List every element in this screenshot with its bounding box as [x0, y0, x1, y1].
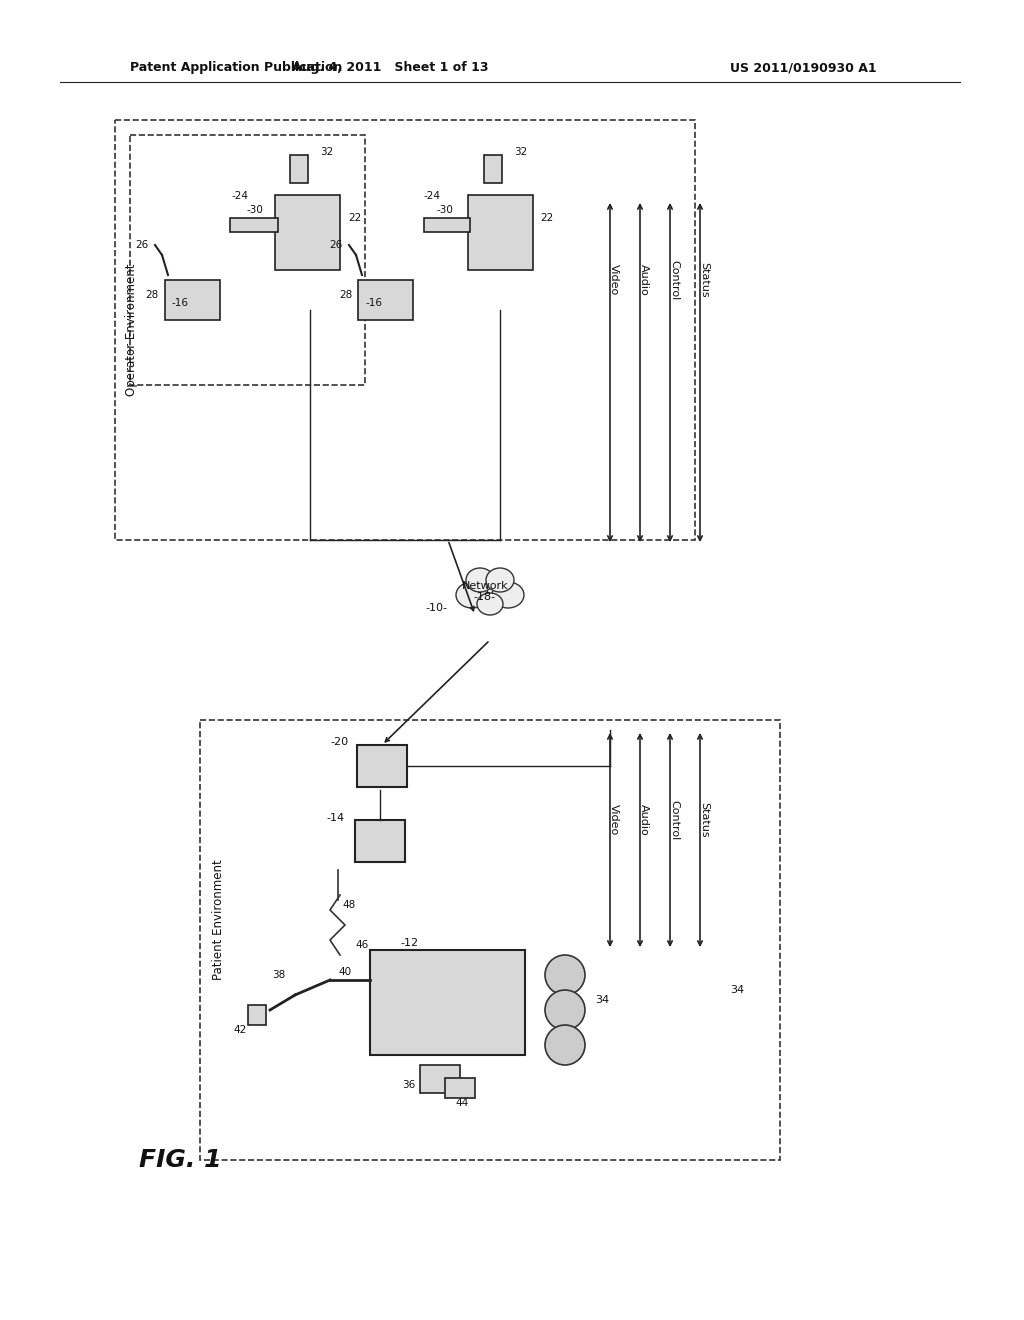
Ellipse shape	[492, 582, 524, 609]
Text: US 2011/0190930 A1: US 2011/0190930 A1	[730, 62, 877, 74]
Circle shape	[545, 954, 585, 995]
Text: Control: Control	[669, 800, 679, 840]
Text: -24: -24	[424, 191, 440, 201]
Ellipse shape	[466, 568, 494, 591]
Text: 34: 34	[595, 995, 609, 1005]
Text: 44: 44	[456, 1098, 469, 1107]
Text: 46: 46	[355, 940, 369, 950]
Text: Operator Environment: Operator Environment	[126, 264, 138, 396]
FancyBboxPatch shape	[357, 744, 407, 787]
FancyBboxPatch shape	[424, 218, 470, 232]
Circle shape	[545, 1026, 585, 1065]
Text: 42: 42	[233, 1026, 247, 1035]
Text: 48: 48	[342, 900, 355, 909]
Text: 38: 38	[271, 970, 285, 979]
Ellipse shape	[468, 574, 512, 606]
Text: 34: 34	[730, 985, 744, 995]
Ellipse shape	[486, 568, 514, 591]
Text: 22: 22	[540, 213, 553, 223]
Text: 26: 26	[329, 240, 342, 249]
FancyBboxPatch shape	[420, 1065, 460, 1093]
FancyBboxPatch shape	[370, 950, 525, 1055]
Text: -20: -20	[331, 737, 349, 747]
FancyBboxPatch shape	[355, 820, 406, 862]
Text: Aug. 4, 2011   Sheet 1 of 13: Aug. 4, 2011 Sheet 1 of 13	[292, 62, 488, 74]
Circle shape	[545, 990, 585, 1030]
FancyBboxPatch shape	[358, 280, 413, 319]
Text: -16: -16	[365, 298, 382, 308]
Text: Audio: Audio	[639, 264, 649, 296]
Text: Patient Environment: Patient Environment	[212, 859, 224, 981]
Text: Network: Network	[462, 581, 508, 591]
Text: -12: -12	[400, 939, 418, 948]
FancyBboxPatch shape	[230, 218, 278, 232]
FancyBboxPatch shape	[290, 154, 308, 183]
FancyBboxPatch shape	[468, 195, 534, 271]
Text: Patent Application Publication: Patent Application Publication	[130, 62, 342, 74]
Text: -10-: -10-	[425, 603, 447, 612]
Text: -30: -30	[436, 205, 454, 215]
Text: 32: 32	[319, 147, 333, 157]
Text: Status: Status	[699, 263, 709, 298]
Text: Status: Status	[699, 803, 709, 838]
Text: Video: Video	[609, 264, 618, 296]
Text: Audio: Audio	[639, 804, 649, 836]
FancyBboxPatch shape	[484, 154, 502, 183]
Text: FIG. 1: FIG. 1	[138, 1148, 221, 1172]
Text: -18-: -18-	[474, 591, 496, 602]
Text: Video: Video	[609, 804, 618, 836]
Text: 28: 28	[339, 290, 352, 300]
Ellipse shape	[456, 582, 488, 609]
Text: 32: 32	[514, 147, 527, 157]
Text: -16: -16	[172, 298, 189, 308]
Text: -14: -14	[327, 813, 345, 822]
Text: -30: -30	[247, 205, 263, 215]
FancyBboxPatch shape	[275, 195, 340, 271]
Text: 26: 26	[135, 240, 148, 249]
Text: -24: -24	[231, 191, 249, 201]
Ellipse shape	[477, 593, 503, 615]
FancyBboxPatch shape	[165, 280, 220, 319]
FancyBboxPatch shape	[248, 1005, 266, 1026]
FancyBboxPatch shape	[445, 1078, 475, 1098]
Text: Control: Control	[669, 260, 679, 300]
Text: 36: 36	[401, 1080, 415, 1090]
Text: 22: 22	[348, 213, 361, 223]
Text: 28: 28	[144, 290, 158, 300]
Text: 40: 40	[339, 968, 351, 977]
